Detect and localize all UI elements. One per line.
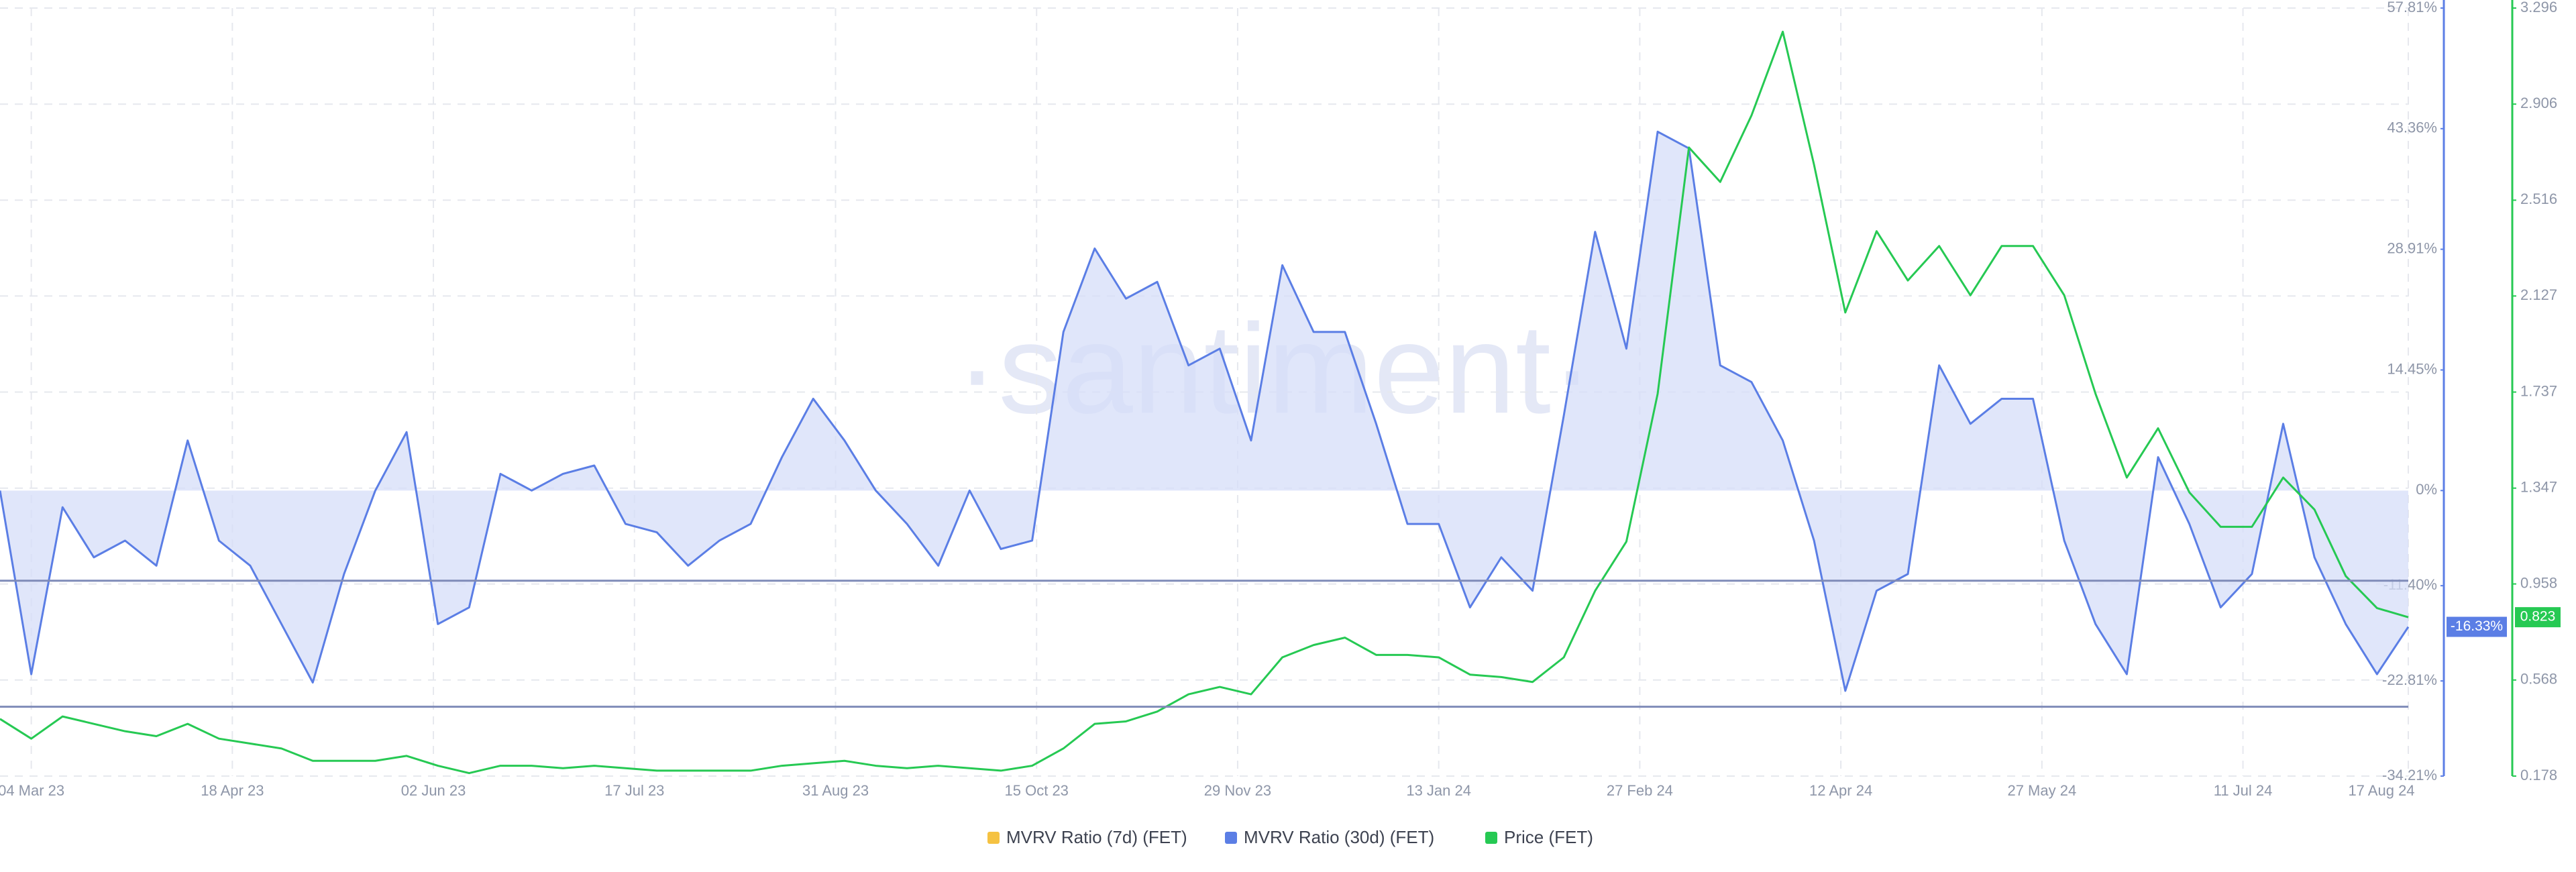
line: [0, 130, 2410, 692]
line: [0, 30, 2409, 775]
last-value-label: 0.823: [2520, 609, 2556, 624]
x-tick-label: 13 Jan 24: [1406, 782, 1471, 799]
y2-tick-label: 2.516: [2520, 190, 2557, 207]
y2-tick-label: 3.296: [2520, 0, 2557, 15]
y2-tick-label: 2.127: [2520, 286, 2557, 303]
x-tick-label: 27 Feb 24: [1607, 782, 1673, 799]
legend-marker: [1485, 832, 1497, 844]
y-tick-label: 57.81%: [2387, 0, 2437, 15]
y-tick-label: 14.45%: [2387, 360, 2437, 377]
x-tick-label: 12 Apr 24: [1809, 782, 1872, 799]
x-tick-label: 04 Mar 23: [0, 782, 64, 799]
x-tick-label: 18 Apr 23: [201, 782, 264, 799]
last-value-label: -16.33%: [2451, 618, 2503, 634]
last-value-tag: [2515, 607, 2561, 628]
y2-tick-label: 1.347: [2520, 479, 2557, 496]
x-tick-label: 17 Aug 24: [2348, 782, 2414, 799]
legend-label: Price (FET): [1504, 827, 1593, 847]
legend-marker: [1225, 832, 1237, 844]
y-tick-label: 43.36%: [2387, 119, 2437, 136]
x-tick-label: 15 Oct 23: [1005, 782, 1069, 799]
x-tick-label: 11 Jul 24: [2214, 782, 2273, 799]
y-tick-label: -34.21%: [2382, 767, 2437, 783]
legend-label: MVRV Ratio (7d) (FET): [1006, 827, 1187, 847]
x-tick-label: 27 May 24: [2007, 782, 2076, 799]
x-tick-label: 17 Jul 23: [604, 782, 664, 799]
last-value-tag: [2447, 616, 2507, 637]
y2-tick-label: 0.958: [2520, 574, 2557, 591]
area: [0, 131, 2408, 691]
legend-marker: [987, 832, 1000, 844]
y2-tick-label: 0.568: [2520, 671, 2557, 688]
legend-label: MVRV Ratio (30d) (FET): [1244, 827, 1434, 847]
y2-tick-label: 1.737: [2520, 382, 2557, 399]
y-tick-label: 28.91%: [2387, 239, 2437, 256]
y2-tick-label: 0.178: [2520, 767, 2557, 783]
y2-tick-label: 2.906: [2520, 95, 2557, 111]
y-tick-label: 0%: [2416, 481, 2437, 498]
x-tick-label: 29 Nov 23: [1204, 782, 1271, 799]
x-tick-label: 02 Jun 23: [401, 782, 466, 799]
y-tick-label: -22.81%: [2382, 671, 2437, 688]
x-tick-label: 31 Aug 23: [802, 782, 869, 799]
